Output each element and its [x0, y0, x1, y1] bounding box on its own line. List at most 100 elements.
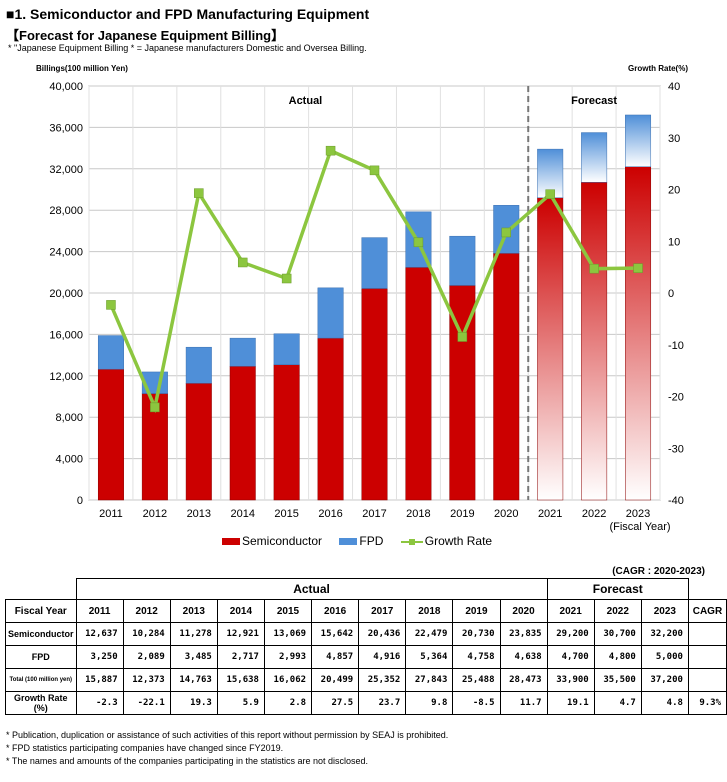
table-cell: 32,200 [640, 622, 689, 646]
table-cell: 2.8 [263, 691, 313, 715]
y2-tick-label: -40 [668, 495, 684, 507]
table-cell: 3,485 [169, 645, 218, 669]
footnotes: * Publication, duplication or assistance… [6, 729, 448, 768]
table-cell: 12,921 [216, 622, 265, 646]
growth-rate-point [457, 332, 468, 342]
table-year-cell: 2019 [452, 599, 501, 623]
table-year-cell: 2022 [593, 599, 642, 623]
y-tick-label: 12,000 [49, 371, 83, 383]
table-row-label: FPD [5, 645, 77, 669]
table-cell: -8.5 [452, 691, 501, 715]
cagr-period-note: (CAGR : 2020-2023) [612, 566, 705, 577]
table-row-label: Growth Rate (%) [5, 691, 77, 715]
y-tick-label: 20,000 [49, 288, 83, 300]
y-tick-label: 4,000 [55, 454, 83, 466]
table-cell: 5,364 [405, 645, 454, 669]
x-tick-label: 2011 [99, 508, 123, 520]
table-section-row: Actual Forecast [6, 578, 727, 600]
bar-fpd [581, 132, 608, 183]
table-cell: 30,700 [593, 622, 642, 646]
table-cell: 4.7 [593, 691, 642, 715]
growth-rate-point [194, 188, 204, 198]
x-tick-label: 2023 [626, 508, 650, 520]
table-cell: 12,637 [75, 622, 124, 646]
table-cell: 4,916 [358, 645, 407, 669]
y-tick-label: 28,000 [49, 205, 83, 217]
bar-semiconductor [185, 383, 212, 501]
table-row: Semiconductor 12,637 10,284 11,278 12,921 13,… [5, 622, 727, 646]
table-year-cell: 2023 [640, 599, 689, 623]
bar-semiconductor [273, 364, 300, 501]
table-cell: 10,284 [122, 622, 171, 646]
bar-semiconductor [581, 182, 608, 501]
legend-item-semiconductor: Semiconductor [222, 534, 322, 548]
table-cell: 19.1 [546, 691, 595, 715]
y2-tick-label: -20 [668, 392, 684, 404]
billing-chart: 0 4,000 8,000 12,000 16,000 20,000 24,000 28,00… [49, 81, 684, 533]
legend-item-growth: Growth Rate [400, 534, 493, 548]
chart-legend: Semiconductor FPD Growth Rate [222, 534, 506, 548]
table-cell: 13,069 [263, 622, 313, 646]
bar-fpd [273, 333, 300, 365]
table-year-row: Fiscal Year 2011 2012 2013 2014 2015 2016 2017… [5, 599, 727, 623]
footnote: * Publication, duplication or assistance… [6, 730, 449, 740]
bar-semiconductor [537, 197, 564, 501]
bar-semiconductor [97, 368, 124, 501]
growth-rate-point [501, 227, 512, 238]
x-tick-label: 2014 [230, 508, 254, 520]
table-cell: -22.1 [122, 691, 171, 715]
table-corner-right [688, 579, 726, 600]
growth-rate-point [237, 257, 248, 268]
y2-tick-label: 30 [668, 133, 680, 145]
table-cell: 4,800 [593, 645, 642, 669]
table-year-cell: 2011 [75, 599, 124, 623]
y-tick-label: 16,000 [49, 329, 83, 341]
x-tick-label: 2015 [274, 508, 298, 520]
table-cell: 4,700 [546, 645, 595, 669]
x-tick-label: 2022 [582, 508, 606, 520]
table-cell: 11.7 [499, 691, 548, 715]
table-cell: 12,373 [122, 668, 171, 692]
data-table: Actual Forecast Fiscal Year 2011 2012 2013… [5, 578, 727, 715]
x-tick-label: 2012 [143, 508, 167, 520]
chart-subtitle: 【Forecast for Japanese Equipment Billing… [6, 28, 285, 43]
table-cell: 16,062 [263, 668, 313, 692]
legend-item-fpd: FPD [339, 534, 383, 548]
y-tick-label: 0 [77, 495, 83, 507]
growth-rate-point [413, 237, 424, 248]
bar-fpd [97, 335, 124, 370]
table-cell: 15,642 [311, 622, 360, 646]
table-cell: 28,473 [499, 668, 548, 692]
y2-tick-label: -30 [668, 443, 684, 455]
x-tick-label: 2013 [187, 508, 211, 520]
bar-semiconductor [493, 253, 520, 501]
bar-fpd [449, 235, 476, 286]
table-cell: 5,000 [640, 645, 689, 669]
table-cell: -2.3 [75, 691, 124, 715]
table-cell: 15,887 [75, 668, 124, 692]
table-actual-header: Actual [75, 578, 548, 600]
y-tick-label: 24,000 [49, 247, 83, 259]
bar-semiconductor [229, 366, 256, 501]
table-year-cell: 2015 [263, 599, 313, 623]
table-cell: 25,488 [452, 668, 501, 692]
bar-fpd [185, 346, 212, 384]
table-year-cell: 2012 [122, 599, 171, 623]
page-title: ■1. Semiconductor and FPD Manufacturing … [6, 6, 370, 22]
y2-tick-label: -10 [668, 340, 684, 352]
definition-note: * "Japanese Equipment Billing * = Japane… [8, 43, 367, 53]
growth-rate-point [325, 145, 336, 156]
table-row: FPD 3,250 2,089 3,485 2,717 2,993 4,857 4,916 5,… [5, 645, 727, 669]
legend-swatch-fpd [339, 538, 358, 546]
table-cell: 20,436 [358, 622, 407, 646]
table-cell: 3,250 [75, 645, 124, 669]
table-year-cell: 2016 [311, 599, 360, 623]
y-tick-label: 8,000 [55, 412, 83, 424]
table-corner [6, 579, 77, 600]
region-label-actual: Actual [289, 95, 323, 107]
legend-label-growth: Growth Rate [424, 534, 493, 548]
y-tick-label: 36,000 [49, 122, 83, 134]
table-year-cell: 2018 [405, 599, 454, 623]
table-row: Total (100 million yen) 15,887 12,373 14,76… [5, 668, 727, 692]
y-axis-title: Billings(100 million Yen) [36, 64, 128, 73]
